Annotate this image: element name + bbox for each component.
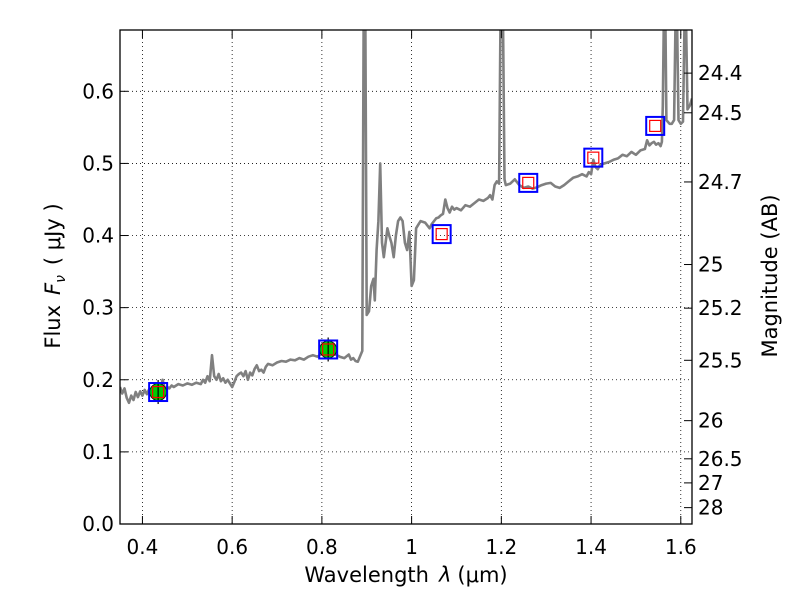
mag-tick-label: 26.5 <box>698 447 743 471</box>
y-tick-label: 0.5 <box>82 151 114 175</box>
model-inner-box <box>435 227 448 241</box>
model-inner-box <box>522 176 535 189</box>
mag-tick-label: 28 <box>698 496 723 520</box>
x-tick-label: 0.8 <box>306 535 338 559</box>
y-tick-label: 0.3 <box>82 296 114 320</box>
model-box <box>148 382 169 403</box>
x-tick-label: 1.6 <box>665 535 697 559</box>
mag-tick-label: 24.7 <box>698 170 743 194</box>
mag-tick-label: 25.2 <box>698 296 743 320</box>
model-box <box>583 147 604 168</box>
tick-layer: 0.4 0.6 0.8 1 1.2 1.4 1.6 0.0 0.1 0.2 0.3 0.4 0.5 0.6… <box>82 30 743 559</box>
y2-axis-label: Magnitude (AB) <box>758 194 782 357</box>
model-box <box>318 339 339 360</box>
x-tick-label: 0.4 <box>127 535 159 559</box>
axes-frame <box>119 29 693 525</box>
mag-tick-label: 24.5 <box>698 101 743 125</box>
mag-tick-label: 26 <box>698 409 723 433</box>
y-axis-label: FluxFν( μJy ) <box>41 203 69 348</box>
mag-tick-label: 25 <box>698 253 723 277</box>
mag-tick-label: 27 <box>698 471 723 495</box>
mag-tick-label: 25.5 <box>698 348 743 372</box>
model-inner-box <box>322 343 335 356</box>
marker-layer <box>148 115 666 405</box>
model-box <box>431 224 452 245</box>
y-tick-label: 0.1 <box>82 440 114 464</box>
spectrum-line <box>120 30 692 405</box>
x-axis-label: Wavelength λ (μm) <box>304 563 507 587</box>
model-inner-box <box>649 119 662 133</box>
model-inner-box <box>152 385 165 399</box>
y-tick-label: 0.0 <box>82 512 114 536</box>
plot-frame <box>119 29 693 525</box>
y-tick-label: 0.2 <box>82 368 114 392</box>
x-tick-label: 1.4 <box>575 535 607 559</box>
x-tick-label: 0.6 <box>216 535 248 559</box>
mag-tick-label: 24.4 <box>698 61 743 85</box>
y-tick-label: 0.6 <box>82 79 114 103</box>
model-box <box>645 115 666 136</box>
x-tick-label: 1 <box>405 535 418 559</box>
spectrum-layer <box>120 30 692 405</box>
model-inner-box <box>587 151 600 164</box>
x-tick-label: 1.2 <box>485 535 517 559</box>
model-box <box>518 172 539 193</box>
y-tick-label: 0.4 <box>82 224 114 248</box>
